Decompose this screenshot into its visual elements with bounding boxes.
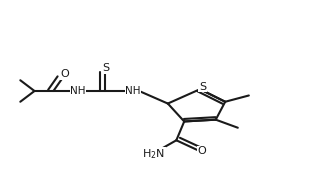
Text: H$_2$N: H$_2$N bbox=[142, 148, 165, 161]
Text: O: O bbox=[198, 146, 207, 156]
Text: O: O bbox=[60, 69, 69, 79]
Text: S: S bbox=[102, 63, 110, 73]
Text: S: S bbox=[199, 82, 206, 92]
Text: NH: NH bbox=[70, 86, 86, 96]
Text: NH: NH bbox=[125, 86, 141, 96]
